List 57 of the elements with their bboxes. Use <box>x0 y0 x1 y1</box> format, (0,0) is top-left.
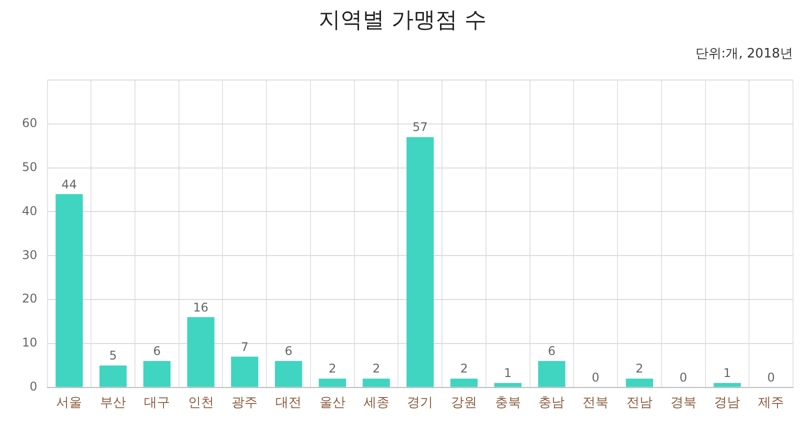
x-tick-label: 제주 <box>758 396 784 411</box>
y-tick-label: 20 <box>22 292 38 306</box>
data-label: 6 <box>284 344 292 358</box>
data-label: 2 <box>328 362 336 376</box>
data-label: 2 <box>372 362 380 376</box>
bar <box>274 361 302 387</box>
bar <box>143 361 171 387</box>
bar <box>56 194 83 387</box>
x-tick-label: 세종 <box>363 396 390 411</box>
y-tick-label: 0 <box>30 380 38 394</box>
bar <box>318 378 346 387</box>
bar <box>406 137 434 387</box>
data-label: 2 <box>460 362 468 376</box>
x-tick-label: 대구 <box>144 396 170 411</box>
data-label: 6 <box>548 344 556 358</box>
bar <box>626 378 654 387</box>
x-tick-label: 충북 <box>494 396 521 411</box>
data-label: 57 <box>412 120 428 134</box>
y-tick-label: 10 <box>22 336 38 350</box>
data-label: 1 <box>723 366 732 380</box>
y-tick-label: 30 <box>22 248 38 262</box>
x-tick-label: 광주 <box>232 396 258 411</box>
x-tick-label: 인천 <box>188 396 214 411</box>
chart-title: 지역별 가맹점 수 <box>318 8 486 33</box>
x-tick-label: 충남 <box>538 396 565 411</box>
chart-subtitle: 단위:개, 2018년 <box>695 46 793 62</box>
data-label: 5 <box>109 348 117 363</box>
x-tick-label: 강원 <box>451 396 477 411</box>
data-label: 0 <box>680 370 688 385</box>
data-label: 44 <box>62 177 77 192</box>
x-tick-label: 경기 <box>407 396 434 411</box>
x-tick-label: 전북 <box>582 396 609 411</box>
data-label: 1 <box>504 366 512 380</box>
x-tick-label: 대전 <box>276 396 302 411</box>
bar <box>714 383 741 387</box>
data-label: 2 <box>636 362 644 376</box>
bar <box>450 378 478 387</box>
bar <box>538 361 566 387</box>
bar <box>362 378 390 387</box>
x-tick-label: 경북 <box>670 396 696 411</box>
bar <box>187 317 214 387</box>
data-label: 0 <box>767 370 775 385</box>
bar <box>231 356 258 387</box>
x-tick-label: 전남 <box>626 396 652 411</box>
x-tick-label: 경남 <box>714 396 740 411</box>
data-label: 7 <box>240 340 248 354</box>
y-tick-label: 60 <box>22 116 38 130</box>
x-tick-label: 서울 <box>56 396 82 411</box>
y-tick-label: 50 <box>22 160 38 174</box>
data-label: 16 <box>193 300 208 314</box>
x-tick-label: 부산 <box>100 396 126 411</box>
y-tick-label: 40 <box>22 204 38 218</box>
bar <box>494 383 522 387</box>
x-tick-label: 울산 <box>319 396 346 411</box>
data-label: 0 <box>592 370 600 385</box>
data-label: 6 <box>153 344 161 358</box>
bar <box>99 365 127 387</box>
